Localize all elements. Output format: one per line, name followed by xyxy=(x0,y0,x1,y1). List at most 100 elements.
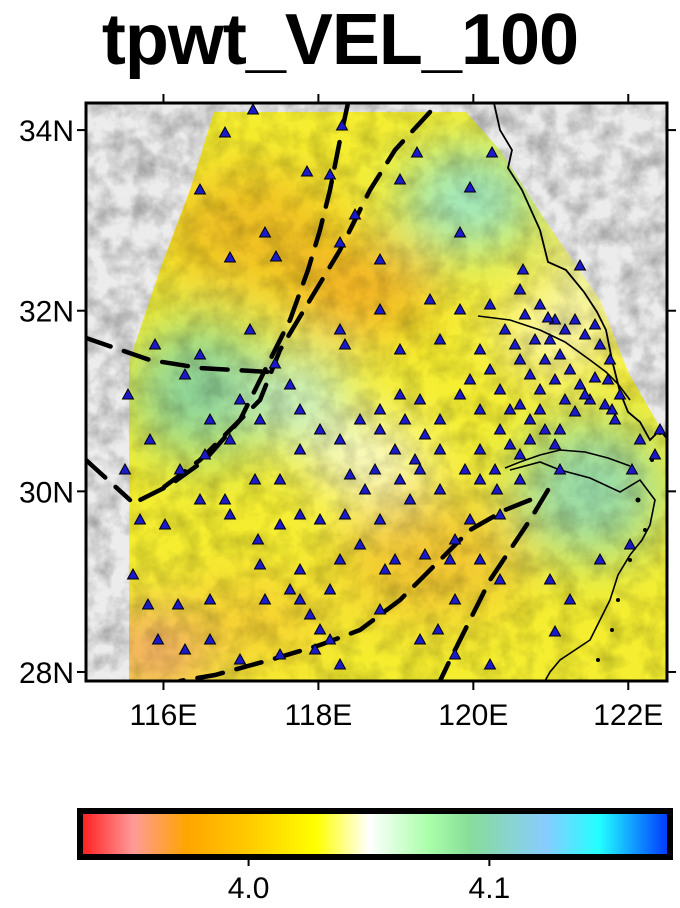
station-marker xyxy=(588,317,602,330)
station-marker xyxy=(198,447,212,460)
station-marker xyxy=(573,377,587,390)
station-marker xyxy=(373,422,387,435)
station-marker xyxy=(573,258,587,271)
station-marker xyxy=(233,652,247,665)
station-marker xyxy=(293,592,307,605)
station-marker xyxy=(300,164,314,177)
coastline-south xyxy=(509,461,656,681)
station-marker xyxy=(118,462,132,475)
yangtze-estuary xyxy=(477,315,631,401)
station-marker xyxy=(516,262,530,275)
station-marker xyxy=(503,402,517,415)
station-marker xyxy=(251,532,265,545)
station-marker xyxy=(393,342,407,355)
station-marker xyxy=(121,387,135,400)
station-marker xyxy=(488,462,502,475)
station-marker xyxy=(338,507,352,520)
station-marker xyxy=(269,249,283,262)
station-marker xyxy=(388,442,402,455)
hangzhou-bay xyxy=(504,449,631,469)
station-marker xyxy=(613,387,627,400)
station-marker xyxy=(283,582,297,595)
fault-lines xyxy=(86,103,551,681)
station-marker xyxy=(313,512,327,525)
x-tick-label: 122E xyxy=(593,699,663,732)
station-marker xyxy=(431,622,445,635)
station-marker xyxy=(543,572,557,585)
station-marker xyxy=(143,432,157,445)
station-marker xyxy=(653,422,667,435)
station-marker xyxy=(593,552,607,565)
station-marker xyxy=(538,352,552,365)
station-marker xyxy=(578,387,592,400)
station-marker xyxy=(558,322,572,335)
station-marker xyxy=(218,492,232,505)
station-marker xyxy=(553,462,567,475)
station-marker xyxy=(258,225,272,238)
station-marker xyxy=(335,118,349,131)
station-marker xyxy=(533,382,547,395)
station-marker xyxy=(348,207,362,220)
station-marker xyxy=(413,632,427,645)
station-marker xyxy=(178,642,192,655)
station-marker xyxy=(151,632,165,645)
y-tick-label: 32N xyxy=(19,296,74,329)
station-marker xyxy=(538,422,552,435)
station-marker xyxy=(423,292,437,305)
station-marker xyxy=(523,367,537,380)
station-marker xyxy=(393,387,407,400)
station-marker xyxy=(283,377,297,390)
station-marker xyxy=(473,552,487,565)
station-marker xyxy=(625,462,639,475)
x-tick-label: 120E xyxy=(438,699,508,732)
station-marker xyxy=(483,297,497,310)
station-marker xyxy=(408,452,422,465)
x-tick-label: 118E xyxy=(284,699,352,732)
station-marker xyxy=(313,622,327,635)
station-marker xyxy=(223,507,237,520)
station-marker xyxy=(173,462,187,475)
station-marker xyxy=(148,337,162,350)
station-marker xyxy=(203,592,217,605)
station-marker xyxy=(246,103,260,115)
station-marker xyxy=(601,372,615,385)
station-marker xyxy=(508,337,522,350)
station-marker xyxy=(473,442,487,455)
x-axis: 116E 118E 120E 122E xyxy=(130,94,663,732)
station-marker xyxy=(448,647,462,660)
station-marker xyxy=(323,167,337,180)
station-marker xyxy=(513,352,527,365)
station-marker xyxy=(323,582,337,595)
station-marker xyxy=(378,562,392,575)
station-marker xyxy=(353,537,367,550)
station-marker xyxy=(485,145,499,158)
station-marker xyxy=(418,547,432,560)
station-marker xyxy=(453,302,467,315)
station-marker xyxy=(223,432,237,445)
station-marker xyxy=(453,387,467,400)
station-marker xyxy=(308,642,322,655)
station-marker xyxy=(568,404,582,417)
colorbar-tick-label: 4.1 xyxy=(469,872,511,905)
station-marker xyxy=(493,422,507,435)
station-marker xyxy=(553,347,567,360)
station-marker xyxy=(338,337,352,350)
station-marker xyxy=(343,467,357,480)
station-marker xyxy=(373,302,387,315)
y-axis: 28N 30N 32N 34N xyxy=(19,115,676,690)
station-marker xyxy=(388,552,402,565)
station-marker xyxy=(253,412,267,425)
station-marker xyxy=(171,597,185,610)
station-marker xyxy=(193,182,207,195)
station-marker xyxy=(358,482,372,495)
station-marker xyxy=(243,322,257,335)
station-marker xyxy=(373,602,387,615)
station-marker xyxy=(158,517,172,530)
station-marker xyxy=(543,332,557,345)
station-marker xyxy=(518,307,532,320)
station-marker xyxy=(548,372,562,385)
station-marker xyxy=(223,250,237,263)
station-marker xyxy=(493,572,507,585)
station-marker xyxy=(141,597,155,610)
